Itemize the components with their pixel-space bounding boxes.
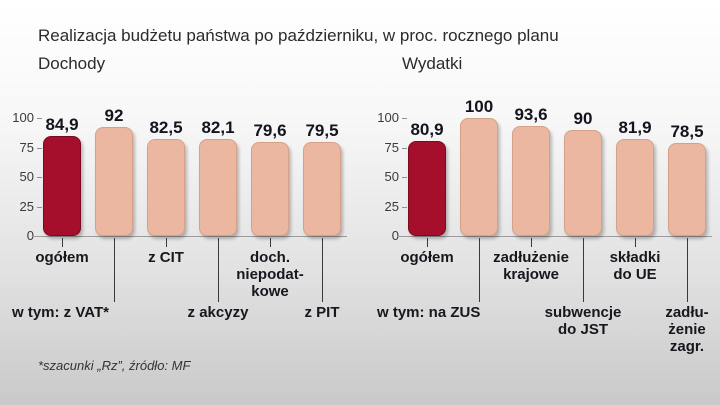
bar bbox=[512, 126, 550, 236]
y-axis-tick bbox=[402, 147, 407, 149]
y-axis-tick bbox=[402, 206, 407, 208]
tick-line bbox=[270, 238, 271, 247]
tick-line bbox=[635, 238, 636, 247]
bar bbox=[95, 127, 133, 236]
y-axis-tick bbox=[37, 118, 42, 119]
bar-value-label: 84,9 bbox=[45, 115, 79, 134]
bar bbox=[199, 139, 237, 236]
bar-value-label: 78,5 bbox=[670, 122, 704, 141]
y-axis-tick bbox=[37, 147, 42, 149]
y-axis-label: 50 bbox=[19, 169, 34, 184]
tick-line bbox=[62, 238, 63, 247]
category-label: z CIT bbox=[148, 249, 184, 266]
bar bbox=[251, 142, 289, 236]
source-footnote: *szacunki „Rz”, źródło: MF bbox=[38, 358, 191, 373]
y-axis-label: 100 bbox=[12, 110, 34, 125]
bar-value-label: 82,1 bbox=[201, 118, 235, 137]
bar bbox=[616, 139, 654, 236]
tick-line bbox=[114, 238, 115, 302]
y-axis-label: 0 bbox=[26, 228, 34, 243]
bar-value-label: 100 bbox=[464, 97, 494, 116]
bar-value-label: 90 bbox=[573, 109, 593, 128]
bar bbox=[408, 141, 446, 236]
bar bbox=[43, 136, 81, 236]
category-label: subwencje do JST bbox=[544, 304, 622, 338]
category-label: z PIT bbox=[304, 304, 340, 321]
bar-value-label: 92 bbox=[104, 106, 124, 125]
category-label: w tym: z VAT* bbox=[12, 304, 109, 321]
tick-line bbox=[479, 238, 480, 302]
tick-line bbox=[218, 238, 219, 302]
y-axis-tick bbox=[402, 177, 407, 178]
bar bbox=[460, 118, 498, 236]
y-axis-label: 100 bbox=[377, 110, 399, 125]
bar-value-label: 79,6 bbox=[253, 121, 287, 140]
chart-title: Realizacja budżetu państwa po październi… bbox=[38, 26, 559, 45]
y-axis-label: 25 bbox=[19, 198, 34, 214]
x-axis-baseline bbox=[32, 236, 347, 237]
y-axis-label: 75 bbox=[384, 139, 399, 155]
tick-line bbox=[531, 238, 532, 247]
y-axis-label: 25 bbox=[384, 198, 399, 214]
bar bbox=[564, 130, 602, 236]
bar bbox=[147, 139, 185, 236]
y-axis-tick bbox=[37, 206, 42, 208]
category-label: składki do UE bbox=[609, 249, 661, 283]
category-label: doch. niepodat- kowe bbox=[236, 249, 304, 300]
category-label: ogółem bbox=[400, 249, 454, 266]
tick-line bbox=[583, 238, 584, 302]
bar-chart-wydatki: 0 25 50 75 100 80,9 ogółem 100 w tym: na ZUS 93,6… bbox=[373, 95, 718, 365]
y-axis-tick bbox=[402, 118, 407, 119]
category-label: w tym: na ZUS bbox=[377, 304, 481, 321]
category-label: zadłużenie krajowe bbox=[493, 249, 569, 283]
category-label: zadłu- żenie zagr. bbox=[665, 304, 709, 355]
tick-line bbox=[427, 238, 428, 247]
bar-chart-dochody: 0 25 50 75 100 84,9 ogółem 92 w tym: z VAT* 82,5 z… bbox=[8, 95, 353, 365]
x-axis-baseline bbox=[397, 236, 712, 237]
y-axis-label: 50 bbox=[384, 169, 399, 184]
bar bbox=[303, 142, 341, 236]
tick-line bbox=[687, 238, 688, 302]
bar-value-label: 82,5 bbox=[149, 118, 183, 137]
y-axis-label: 75 bbox=[19, 139, 34, 155]
bar-value-label: 81,9 bbox=[618, 118, 652, 137]
subtitle-wydatki: Wydatki bbox=[402, 54, 463, 73]
category-label: z akcyzy bbox=[187, 304, 249, 321]
y-axis-tick bbox=[37, 177, 42, 178]
bar-value-label: 80,9 bbox=[410, 120, 444, 139]
category-label: ogółem bbox=[35, 249, 89, 266]
tick-line bbox=[166, 238, 167, 247]
tick-line bbox=[322, 238, 323, 302]
subtitle-dochody: Dochody bbox=[38, 54, 106, 73]
y-axis-label: 0 bbox=[391, 228, 399, 243]
bar-value-label: 79,5 bbox=[305, 121, 339, 140]
bar-value-label: 93,6 bbox=[514, 105, 548, 124]
bar bbox=[668, 143, 706, 236]
